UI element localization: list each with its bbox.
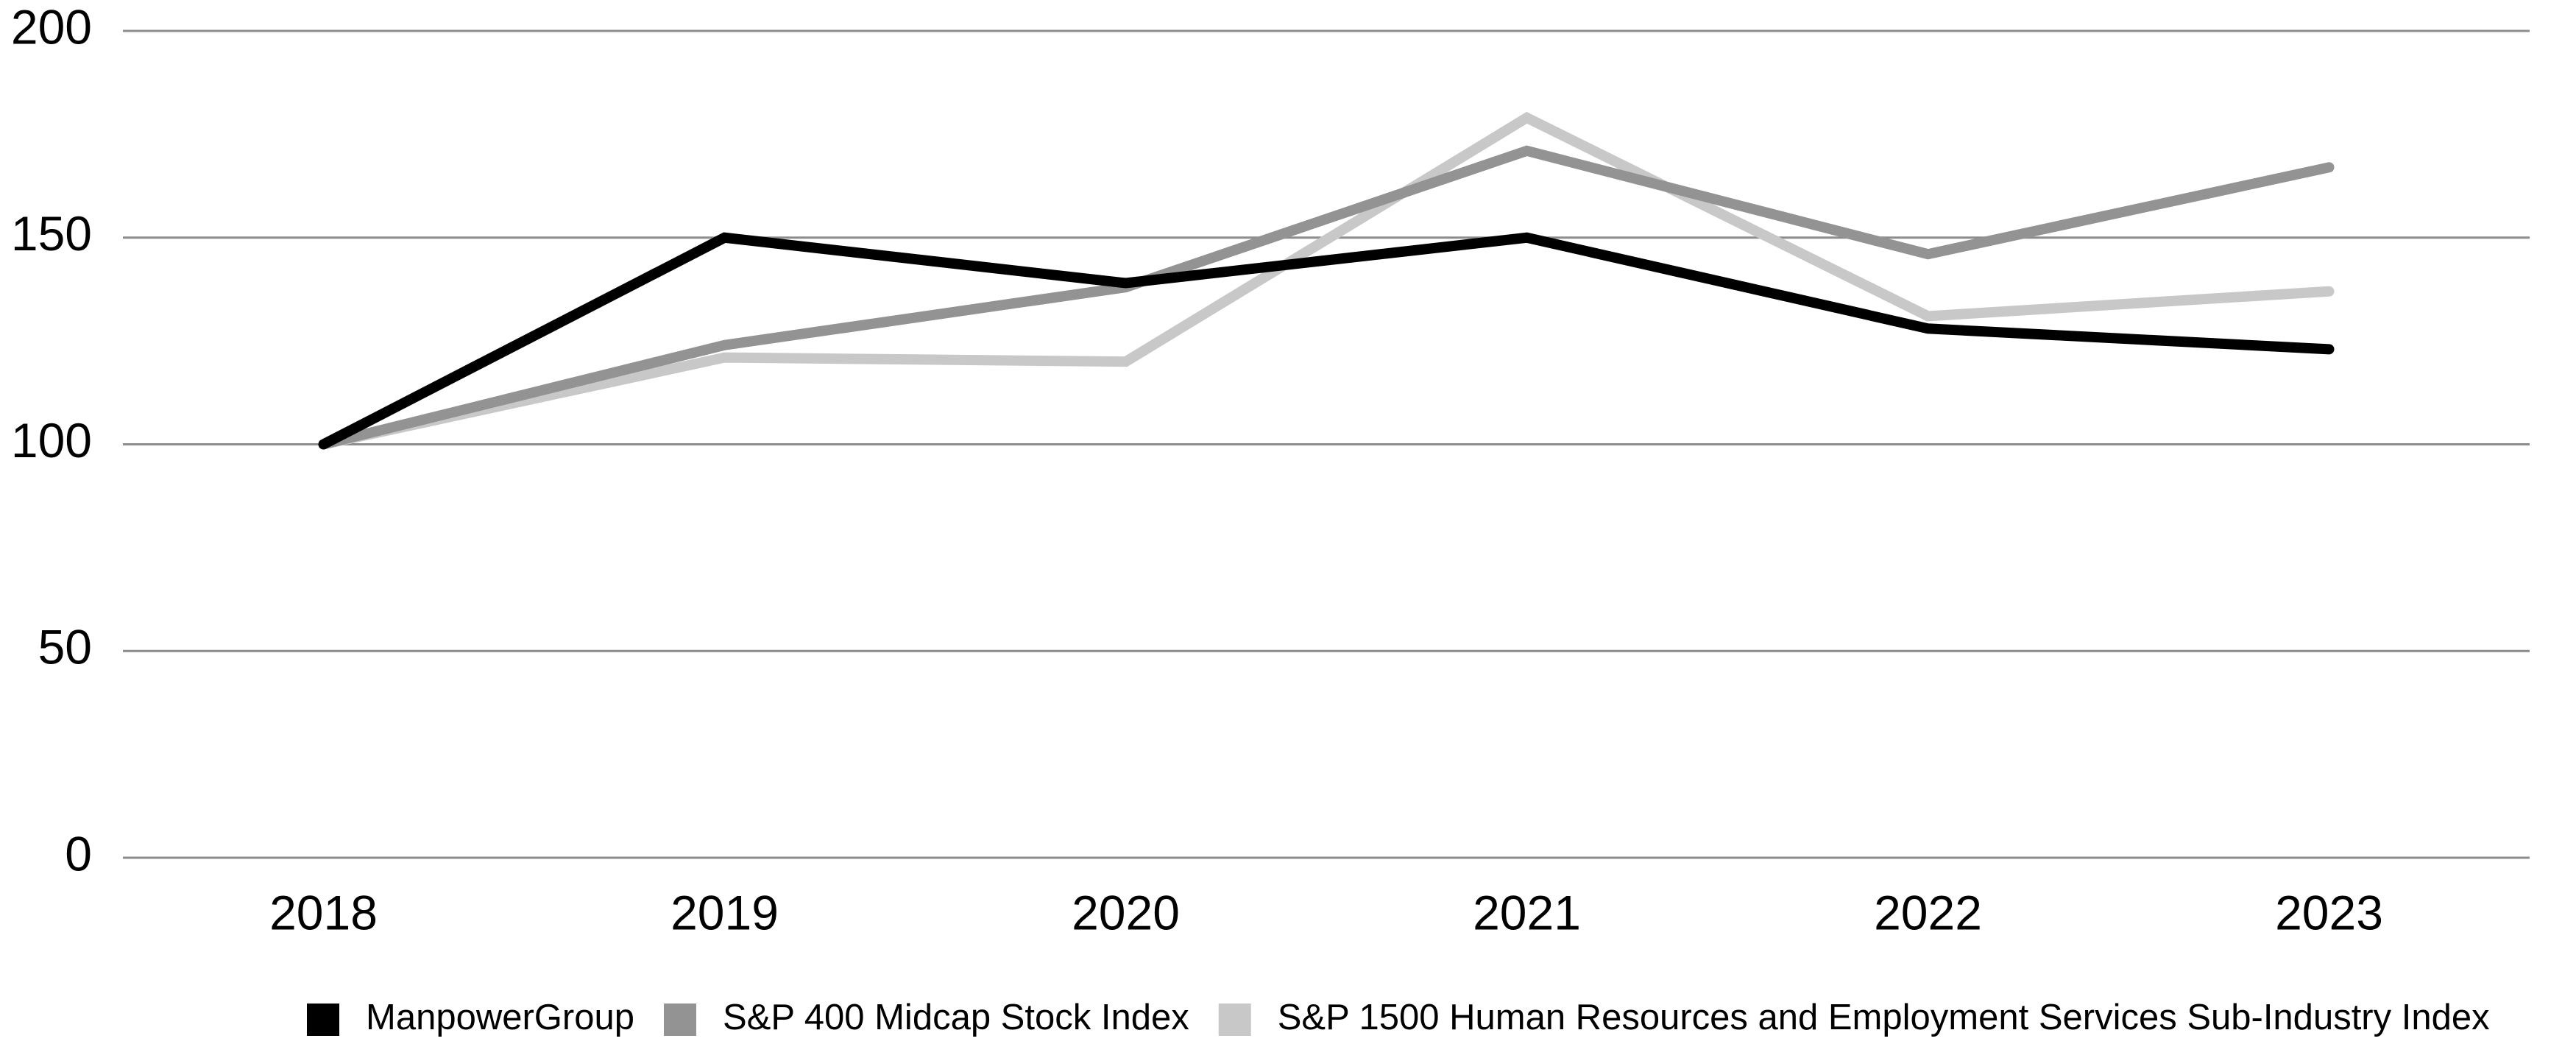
y-tick-label: 100 [11, 413, 92, 468]
y-tick-label: 200 [11, 0, 92, 54]
series-line [318, 232, 2335, 450]
legend-swatch [307, 1004, 339, 1036]
y-tick-label: 150 [11, 206, 92, 261]
legend-swatch [663, 1004, 696, 1036]
x-tick-label: 2019 [670, 885, 779, 939]
x-tick-label: 2020 [1072, 885, 1180, 939]
x-tick-label: 2022 [1874, 885, 1982, 939]
legend-label: S&P 1500 Human Resources and Employment … [1278, 998, 2490, 1037]
legend-label: ManpowerGroup [366, 998, 634, 1037]
series-line [318, 111, 2335, 450]
legend-swatch [1218, 1004, 1251, 1036]
y-tick-label: 0 [65, 826, 92, 881]
series-line [318, 145, 2335, 450]
x-tick-label: 2018 [269, 885, 378, 939]
x-tick-label: 2023 [2275, 885, 2383, 939]
legend-label: S&P 400 Midcap Stock Index [723, 998, 1189, 1037]
x-tick-label: 2021 [1473, 885, 1581, 939]
y-tick-label: 50 [38, 620, 92, 674]
